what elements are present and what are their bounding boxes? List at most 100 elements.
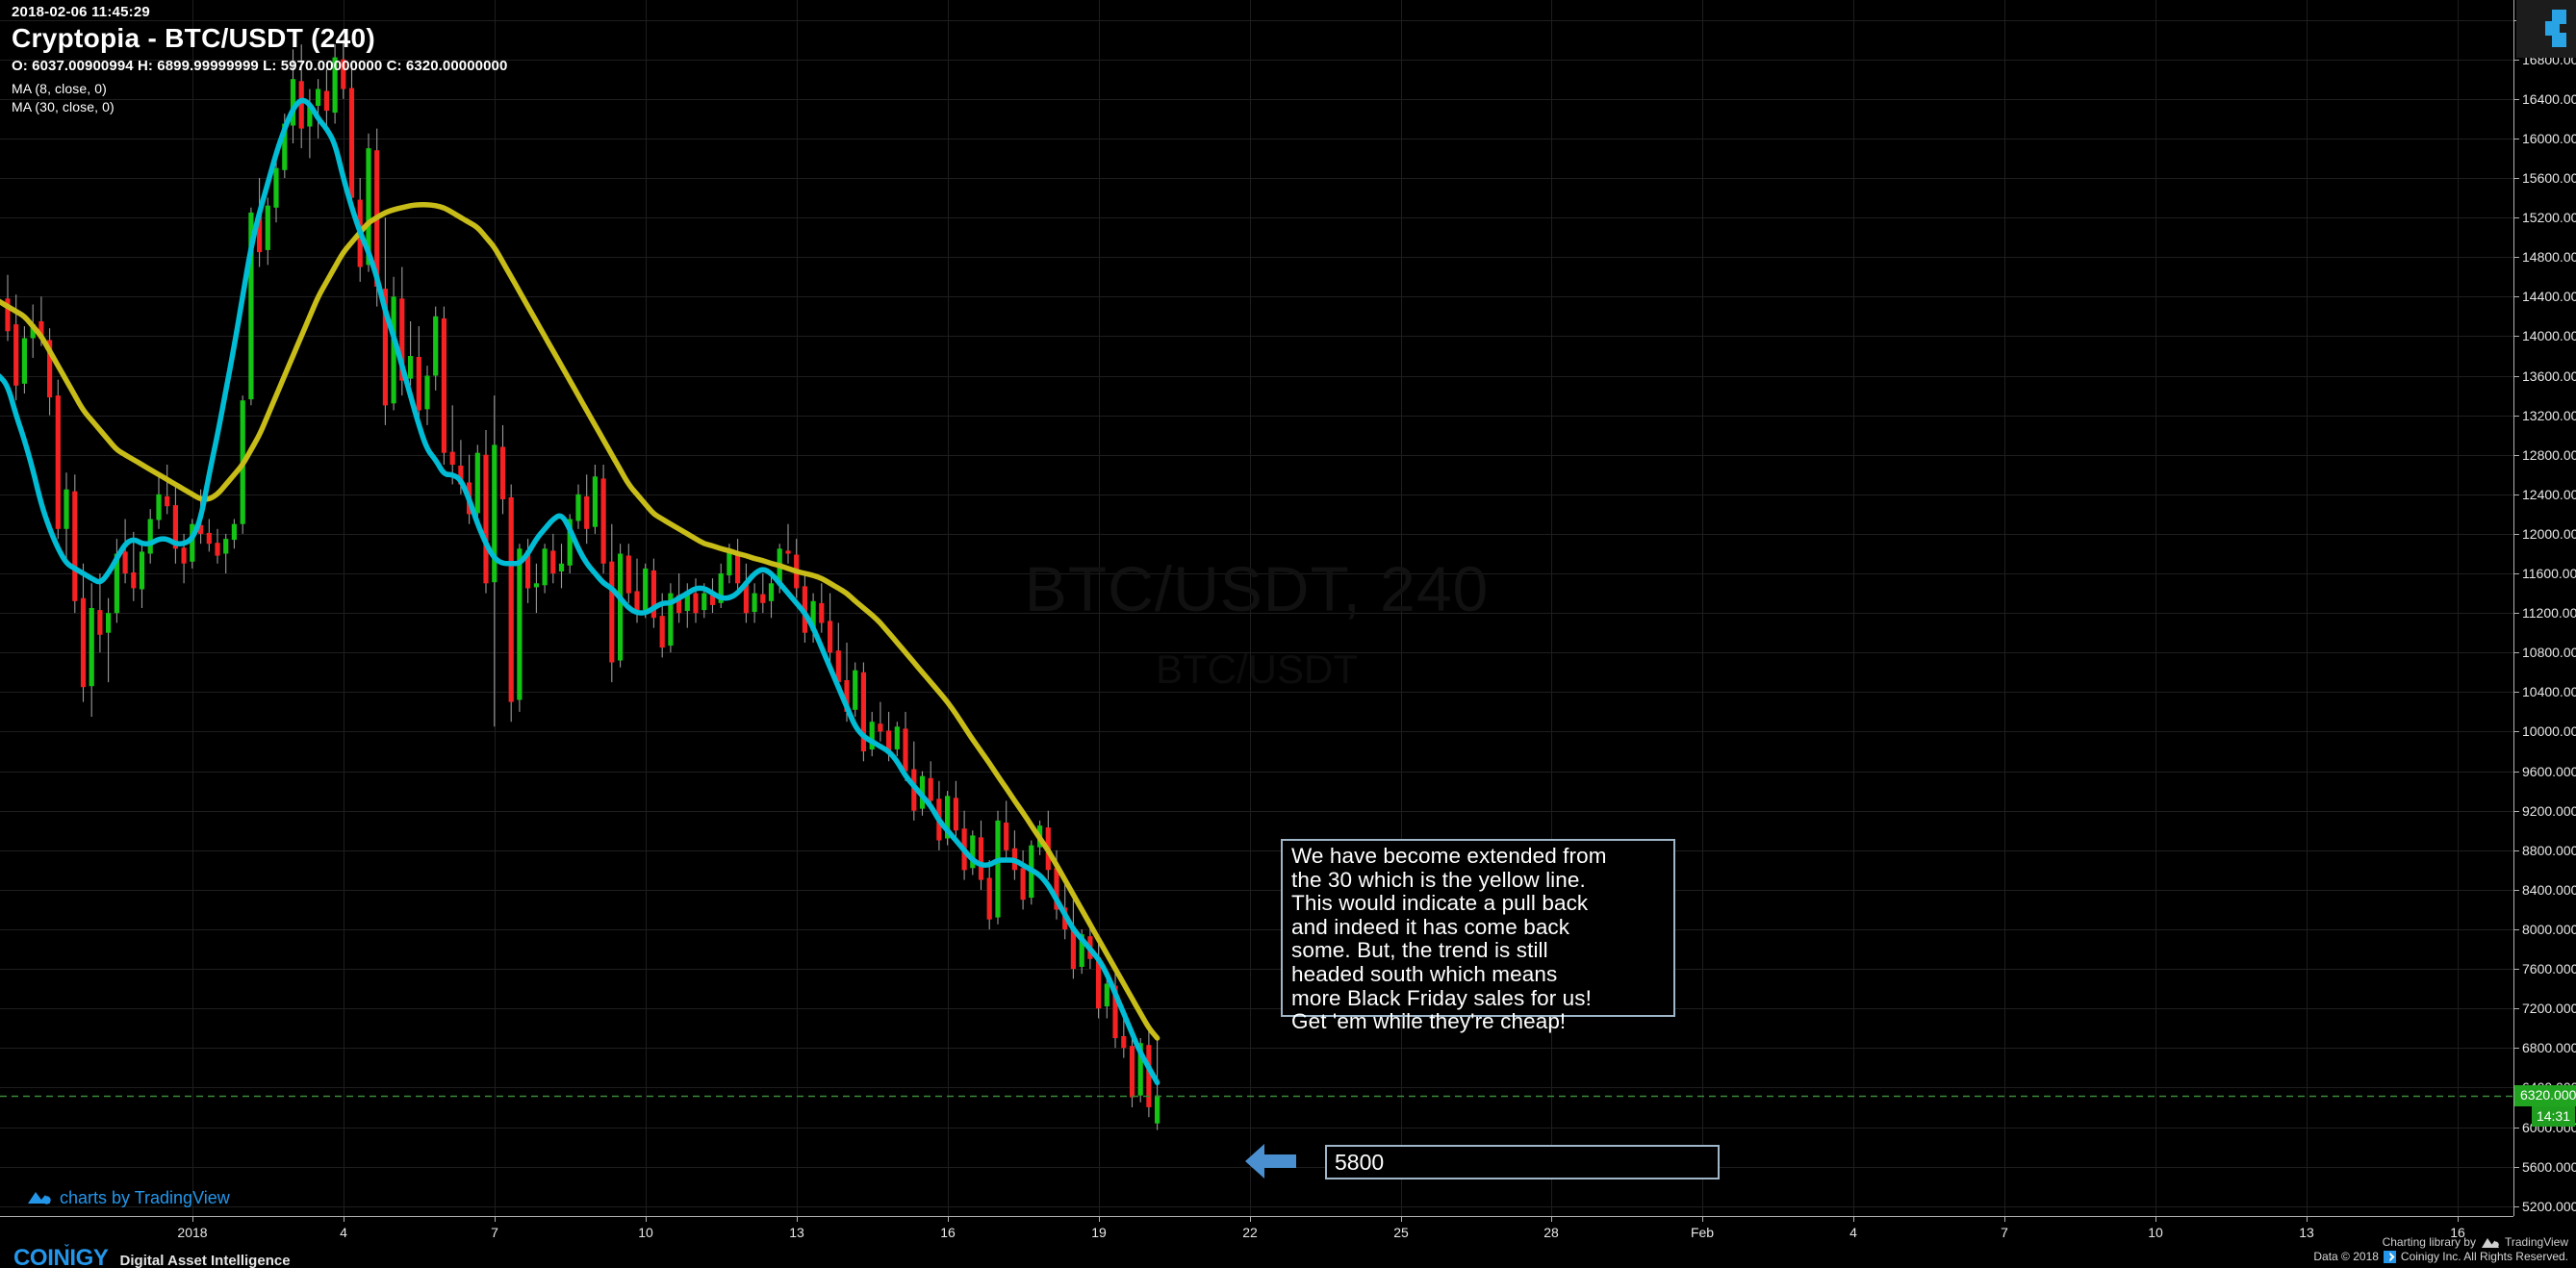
price-axis-tick — [2514, 969, 2519, 970]
price-axis-label: 14800.00000000 — [2522, 249, 2576, 265]
price-level-value: 5800 — [1335, 1150, 1385, 1175]
tradingview-logo-icon — [28, 1192, 51, 1205]
chart-timestamp: 2018-02-06 11:45:29 — [12, 4, 150, 20]
time-axis-label: 13 — [789, 1225, 804, 1240]
indicator-legend: MA (8, close, 0) MA (30, close, 0) — [12, 80, 507, 116]
coinigy-swoosh-icon: ˇ — [64, 1242, 68, 1256]
left-arrow-annotation[interactable] — [1243, 1138, 1299, 1189]
indicator-legend-item-ma30[interactable]: MA (30, close, 0) — [12, 99, 115, 114]
chart-annotation-textbox[interactable]: We have become extended from the 30 whic… — [1281, 839, 1675, 1033]
price-axis-line — [2513, 0, 2514, 1216]
price-axis-tick — [2514, 692, 2519, 693]
price-axis-tick — [2514, 890, 2519, 891]
coinigy-copyright: Data © 2018 Coinigy Inc. All Rights Rese… — [2313, 1250, 2568, 1264]
tradingview-credit-text: charts by TradingView — [60, 1188, 230, 1207]
price-axis-label: 6800.00000000 — [2522, 1040, 2576, 1055]
candlestick-chart-svg — [0, 0, 2513, 1216]
price-axis-label: 14000.00000000 — [2522, 328, 2576, 343]
time-axis-label: 7 — [2001, 1225, 2008, 1240]
coinigy-brand[interactable]: COINIGY ˇ Digital Asset Intelligence — [13, 1242, 291, 1268]
price-axis-tick — [2514, 217, 2519, 218]
price-axis-label: 12400.00000000 — [2522, 487, 2576, 502]
price-axis-tick — [2514, 534, 2519, 535]
time-axis-label: 10 — [638, 1225, 653, 1240]
page-title[interactable]: Cryptopia - BTC/USDT (240) — [12, 23, 376, 53]
ma-30-line — [0, 201, 1160, 1041]
price-axis-label: 15200.00000000 — [2522, 210, 2576, 225]
time-axis-tick — [1250, 1217, 1251, 1222]
price-axis-tick — [2514, 1128, 2519, 1129]
current-price-badge: 6320.00000000 — [2514, 1084, 2576, 1106]
price-axis-label: 14400.00000000 — [2522, 289, 2576, 304]
time-axis-label: Feb — [1690, 1225, 1715, 1240]
chart-annotation-text: We have become extended from the 30 whic… — [1291, 844, 1607, 1034]
price-axis-tick — [2514, 811, 2519, 812]
price-axis-label: 8400.00000000 — [2522, 882, 2576, 898]
footer-credits: Charting library by TradingView Data © 2… — [2313, 1235, 2568, 1264]
price-axis-tick — [2514, 1167, 2519, 1168]
bar-countdown-badge: 14:31 — [2531, 1105, 2575, 1127]
time-axis-label: 2018 — [177, 1225, 208, 1240]
price-axis-tick — [2514, 929, 2519, 930]
price-level-textbox[interactable]: 5800 — [1325, 1145, 1720, 1179]
time-axis-tick — [2155, 1217, 2156, 1222]
price-axis-tick — [2514, 336, 2519, 337]
price-axis-label: 10800.00000000 — [2522, 645, 2576, 660]
time-axis-label: 16 — [2450, 1225, 2465, 1240]
time-axis-tick — [2004, 1217, 2005, 1222]
price-axis-tick — [2514, 850, 2519, 851]
candlestick-plot-area[interactable] — [0, 0, 2513, 1216]
time-axis-line — [0, 1216, 2513, 1217]
time-axis-label: 7 — [491, 1225, 498, 1240]
time-axis-tick — [797, 1217, 798, 1222]
price-axis-label: 12000.00000000 — [2522, 526, 2576, 542]
page-footer: COINIGY ˇ Digital Asset Intelligence Char… — [0, 1235, 2576, 1268]
tradingview-name[interactable]: TradingView — [2504, 1235, 2568, 1249]
price-axis-label: 15600.00000000 — [2522, 170, 2576, 186]
price-axis[interactable]: 17200.0000000016800.0000000016400.000000… — [2513, 0, 2576, 1216]
time-axis-tick — [1099, 1217, 1100, 1222]
time-axis-label: 16 — [940, 1225, 956, 1240]
candle-wicks — [7, 39, 1159, 1130]
price-axis-label: 9600.00000000 — [2522, 764, 2576, 779]
price-axis-tick — [2514, 416, 2519, 417]
time-axis-tick — [2307, 1217, 2308, 1222]
price-axis-label: 11200.00000000 — [2522, 605, 2576, 621]
candle-bodies — [5, 57, 1160, 1124]
time-axis-label: 10 — [2148, 1225, 2163, 1240]
tradingview-credit[interactable]: charts by TradingView — [27, 1188, 230, 1207]
price-axis-label: 16400.00000000 — [2522, 91, 2576, 107]
time-axis-tick — [948, 1217, 949, 1222]
price-axis-tick — [2514, 731, 2519, 732]
price-axis-tick — [2514, 257, 2519, 258]
indicator-legend-item-ma8[interactable]: MA (8, close, 0) — [12, 81, 107, 96]
charting-library-credit[interactable]: Charting library by TradingView — [2313, 1235, 2568, 1250]
price-axis-label: 5200.00000000 — [2522, 1199, 2576, 1214]
price-axis-tick — [2514, 99, 2519, 100]
time-axis-tick — [1853, 1217, 1854, 1222]
ma-8-line — [0, 97, 1160, 1086]
price-axis-label: 13600.00000000 — [2522, 368, 2576, 384]
price-axis-label: 10400.00000000 — [2522, 684, 2576, 699]
price-axis-tick — [2514, 772, 2519, 773]
price-axis-label: 7200.00000000 — [2522, 1001, 2576, 1016]
ohlc-readout: O: 6037.00900994 H: 6899.99999999 L: 597… — [12, 58, 508, 74]
time-axis-tick — [495, 1217, 496, 1222]
time-axis[interactable]: 2018 4 7 10 13 16 19 22 25 28 Feb 4 7 10 13 16 — [0, 1216, 2513, 1249]
time-axis-label: 4 — [1849, 1225, 1857, 1240]
time-axis-label: 28 — [1543, 1225, 1559, 1240]
time-axis-label: 25 — [1393, 1225, 1409, 1240]
chart-header: 2018-02-06 11:45:29 Cryptopia - BTC/USDT… — [12, 4, 507, 116]
time-axis-label: 22 — [1242, 1225, 1258, 1240]
price-axis-label: 10000.00000000 — [2522, 723, 2576, 739]
time-axis-tick — [1702, 1217, 1703, 1222]
coinigy-squares-icon — [2545, 10, 2566, 47]
price-axis-label: 8800.00000000 — [2522, 843, 2576, 858]
charting-library-label: Charting library by — [2382, 1235, 2476, 1249]
price-axis-label: 9200.00000000 — [2522, 803, 2576, 819]
price-axis-tick — [2514, 455, 2519, 456]
price-axis-label: 16000.00000000 — [2522, 131, 2576, 146]
chart-gridlines — [0, 0, 2513, 1216]
coinigy-logo-badge[interactable] — [2516, 0, 2576, 58]
